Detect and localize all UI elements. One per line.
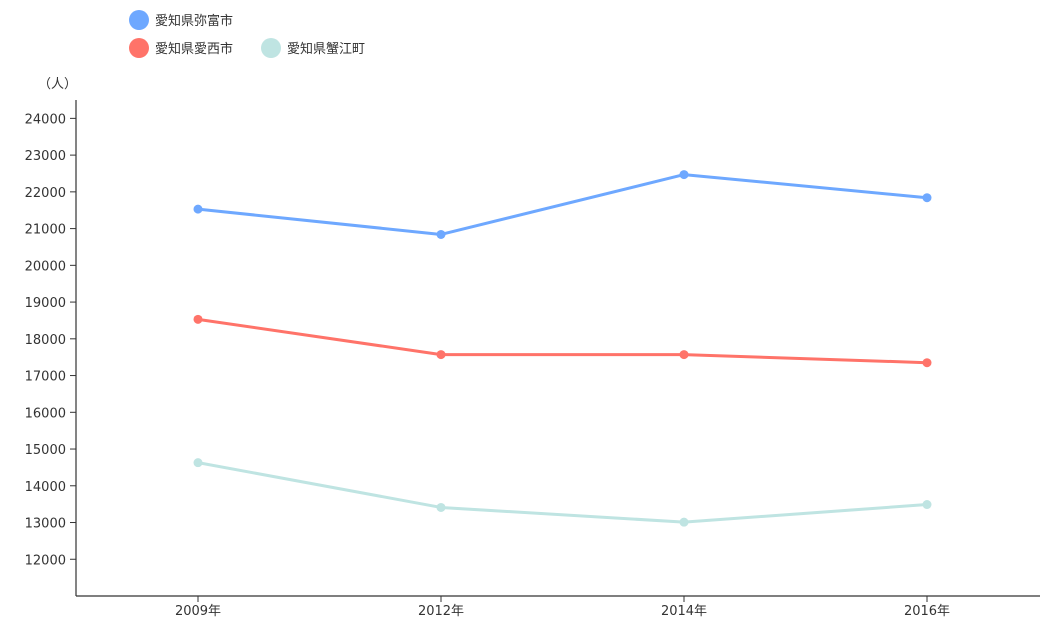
- x-tick-label: 2014年: [661, 604, 707, 619]
- data-point: [436, 502, 446, 512]
- y-tick-label: 18000: [25, 333, 66, 348]
- y-tick-label: 13000: [25, 517, 66, 532]
- y-tick-label: 12000: [25, 553, 66, 568]
- legend-marker: [261, 38, 281, 58]
- y-tick-label: 15000: [25, 443, 66, 458]
- y-tick-label: 23000: [25, 149, 66, 164]
- data-point: [679, 517, 689, 527]
- data-point: [922, 358, 932, 368]
- data-point: [193, 204, 203, 214]
- y-tick-label: 21000: [25, 223, 66, 238]
- x-tick-label: 2016年: [904, 604, 950, 619]
- y-tick-label: 14000: [25, 480, 66, 495]
- legend-label: 愛知県弥富市: [155, 13, 233, 29]
- series-line: [196, 173, 929, 236]
- data-point: [679, 170, 689, 180]
- legend-marker: [129, 38, 149, 58]
- data-point: [193, 458, 203, 468]
- data-point: [922, 193, 932, 203]
- x-tick-label: 2012年: [418, 604, 464, 619]
- legend-label: 愛知県愛西市: [155, 41, 233, 57]
- legend-label: 愛知県蟹江町: [287, 41, 365, 57]
- data-point: [436, 229, 446, 239]
- data-point: [922, 500, 932, 510]
- y-axis-unit-label: （人）: [38, 77, 77, 92]
- y-tick-label: 17000: [25, 370, 66, 385]
- data-point: [436, 350, 446, 360]
- y-tick-label: 22000: [25, 186, 66, 201]
- x-tick-label: 2009年: [175, 604, 221, 619]
- data-point: [679, 350, 689, 360]
- series-line: [196, 461, 929, 524]
- y-tick-label: 19000: [25, 296, 66, 311]
- series-line: [196, 317, 929, 365]
- legend-marker: [129, 10, 149, 30]
- data-point: [193, 314, 203, 324]
- y-tick-label: 24000: [25, 112, 66, 127]
- y-tick-label: 16000: [25, 406, 66, 421]
- y-tick-label: 20000: [25, 259, 66, 274]
